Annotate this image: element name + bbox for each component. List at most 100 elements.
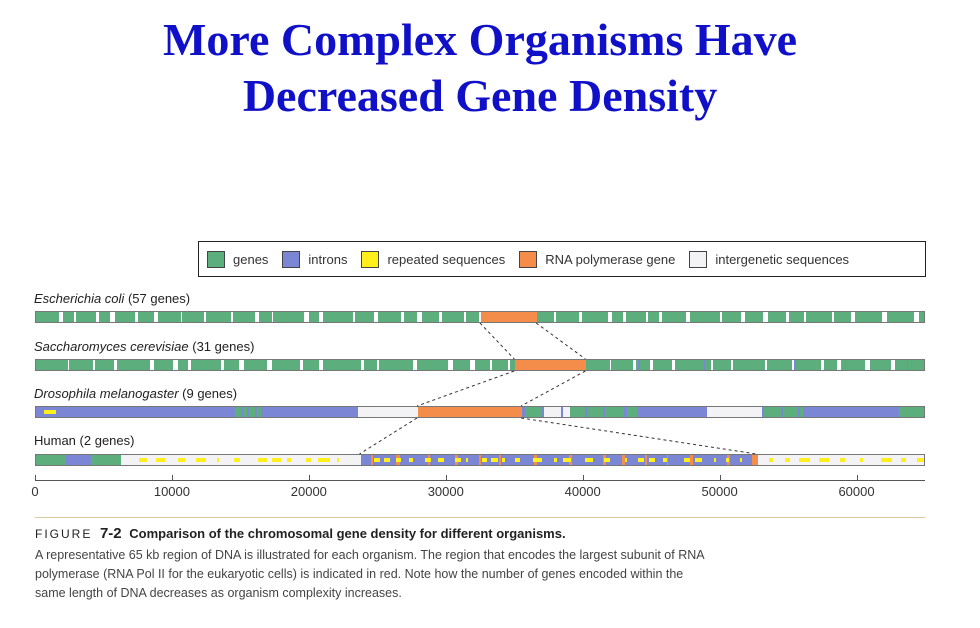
introns-stripe — [585, 407, 589, 417]
introns-stripe — [241, 407, 244, 417]
x-axis-tick — [308, 475, 310, 481]
legend-label-genes: genes — [233, 251, 269, 267]
fly-chromosome-track — [35, 406, 925, 418]
rna-polymerase-gene — [481, 312, 538, 322]
yeast-chromosome-track — [35, 359, 925, 371]
intergenic-gap — [821, 360, 825, 370]
introns-stripe — [561, 407, 564, 417]
x-axis-line — [35, 480, 925, 481]
repeat-mark — [466, 458, 469, 462]
repeat-mark — [683, 458, 691, 462]
caption-figure-number: 7-2 — [99, 525, 122, 542]
introns-stripe — [522, 407, 525, 417]
human-gene-count: (2 genes) — [79, 433, 135, 448]
fly-gene-count: (9 genes) — [182, 386, 238, 401]
rna-polymerase-gene — [515, 360, 587, 370]
repeat-mark — [881, 458, 893, 462]
exon-mark — [498, 455, 501, 465]
introns-stripe — [907, 360, 909, 370]
intergenic-gap — [267, 360, 273, 370]
fly-species: Drosophila melanogaster — [34, 386, 179, 401]
repeat-mark — [799, 458, 811, 462]
intergenic-gap — [172, 360, 178, 370]
introns-stripe — [793, 360, 795, 370]
legend-label-intergenic: intergenetic sequences — [715, 251, 850, 267]
legend-item-rnapol: RNA polymerase gene — [519, 250, 676, 268]
intergenic-gap — [832, 312, 835, 322]
intergenic-gap — [203, 312, 207, 322]
caption-heading: FIGURE 7-2 Comparison of the chromosomal… — [35, 525, 566, 542]
exon-mark — [666, 455, 669, 465]
genes-swatch — [207, 250, 225, 268]
repeat-mark — [917, 458, 924, 462]
intergenic-gap — [220, 360, 225, 370]
exon-mark — [621, 455, 626, 465]
repeat-mark — [195, 458, 207, 462]
intergenic-gap — [95, 312, 100, 322]
intergenic-gap — [672, 360, 675, 370]
intergenic-gap — [608, 312, 613, 322]
intergenic-gap — [230, 312, 233, 322]
repeat-mark — [395, 458, 402, 462]
repeat-mark — [384, 458, 390, 462]
intergenic-block — [357, 407, 418, 417]
introns-swatch — [282, 250, 301, 268]
introns-stripe — [798, 407, 801, 417]
intergenic-gap — [439, 312, 442, 322]
repeat-mark — [233, 458, 241, 462]
intergenic-gap — [417, 312, 423, 322]
introns-stripe — [780, 407, 784, 417]
intergenic-gap — [470, 360, 475, 370]
intergenic-swatch — [689, 250, 708, 268]
repeat-mark — [739, 458, 743, 462]
yeast-gene-count: (31 genes) — [192, 339, 255, 354]
intergenic-gap — [710, 360, 713, 370]
intergenic-gap — [803, 312, 807, 322]
genes-block — [90, 455, 121, 465]
intergenic-gap — [623, 312, 626, 322]
intergenic-gap — [633, 360, 637, 370]
intergenic-gap — [180, 312, 183, 322]
intergenic-gap — [188, 360, 192, 370]
repeat-mark — [726, 458, 730, 462]
intergenic-gap — [463, 312, 467, 322]
intergenic-gap — [109, 312, 115, 322]
repeat-mark — [648, 458, 655, 462]
repeat-mark — [768, 458, 774, 462]
introns-block — [638, 407, 707, 417]
introns-block — [36, 407, 235, 417]
intergenic-gap — [890, 360, 896, 370]
connector-right-1 — [535, 322, 586, 360]
intergenic-gap — [238, 360, 244, 370]
introns-block — [802, 407, 899, 417]
repeat-mark — [455, 458, 461, 462]
repeat-mark — [491, 458, 498, 462]
yeast-label: Saccharomyces cerevisiae (31 genes) — [34, 339, 254, 354]
repeat-mark — [374, 458, 380, 462]
introns-stripe — [761, 407, 764, 417]
legend-label-rnapol: RNA polymerase gene — [545, 251, 676, 267]
intergenic-gap — [836, 360, 841, 370]
intergenic-gap — [300, 360, 304, 370]
introns-stripe — [703, 360, 705, 370]
intergenic-gap — [401, 312, 404, 322]
legend-item-repeats: repeated sequences — [361, 250, 505, 268]
introns-block — [66, 455, 91, 465]
x-axis-tick-label: 50000 — [701, 484, 738, 499]
intergenic-gap — [352, 312, 355, 322]
connector-left-1 — [479, 322, 515, 360]
intergenic-gap — [413, 360, 418, 370]
repeat-mark — [502, 458, 505, 462]
human-species: Human — [34, 433, 76, 448]
repeat-mark — [44, 410, 56, 414]
intergenic-gap — [255, 312, 259, 322]
intergenic-gap — [763, 312, 768, 322]
intergenic-block — [542, 407, 570, 417]
intergenic-gap — [791, 360, 794, 370]
x-axis-tick — [445, 475, 447, 481]
repeat-mark — [515, 458, 521, 462]
repeat-mark — [713, 458, 716, 462]
intergenic-gap — [850, 312, 855, 322]
intergenic-gap — [730, 360, 733, 370]
